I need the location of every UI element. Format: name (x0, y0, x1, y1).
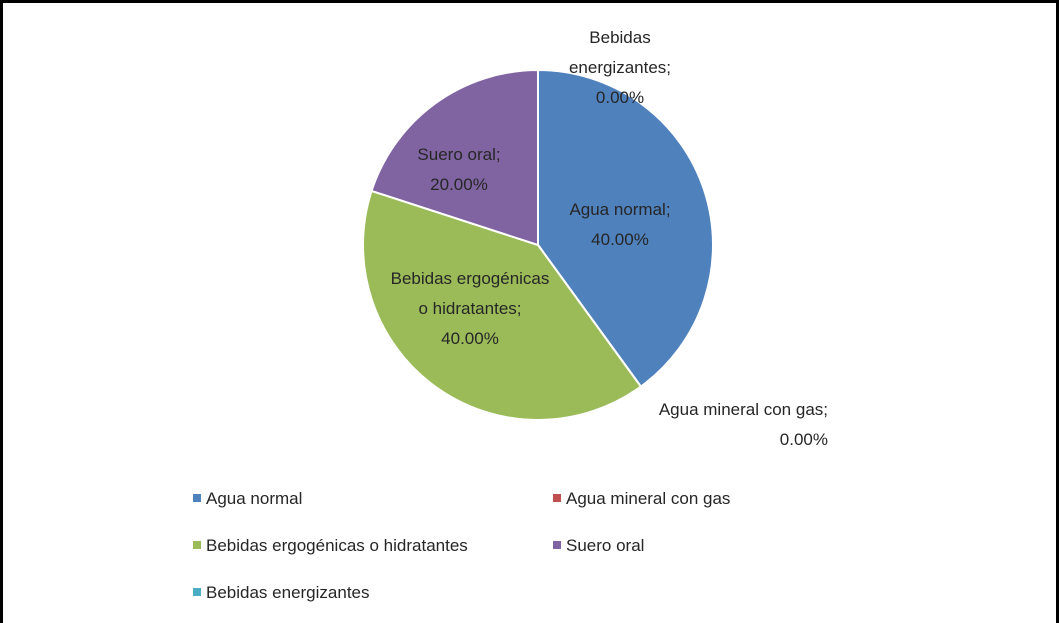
data-label: Bebidas ergogénicas o hidratantes; 40.00… (390, 269, 550, 348)
legend-entry: Bebidas ergogénicas o hidratantes (193, 536, 468, 556)
data-label: Suero oral; 20.00% (417, 145, 501, 194)
legend-entry: Agua mineral con gas (553, 489, 730, 509)
legend-label: Suero oral (566, 536, 645, 555)
legend-swatch (193, 587, 201, 596)
legend-entry: Bebidas energizantes (193, 583, 370, 603)
legend-swatch (193, 540, 201, 549)
pie-area (362, 68, 714, 421)
legend-entry: Agua normal (193, 489, 302, 509)
legend-swatch (193, 493, 201, 502)
legend-label: Agua mineral con gas (566, 489, 731, 508)
pie-slice (537, 68, 714, 388)
data-label: Agua normal; 40.00% (569, 200, 671, 249)
pie-slice (370, 68, 539, 247)
data-label: Agua mineral con gas; 0.00% (658, 400, 828, 449)
legend-label: Agua normal (206, 489, 303, 508)
legend-swatch (553, 540, 561, 549)
legend-swatch (553, 493, 561, 502)
legend-label: Bebidas ergogénicas o hidratantes (206, 536, 468, 555)
data-label: Bebidas energizantes; 0.00% (568, 28, 672, 107)
legend-entry: Suero oral (553, 536, 644, 556)
pie-slice (362, 189, 643, 421)
legend-label: Bebidas energizantes (206, 583, 370, 602)
